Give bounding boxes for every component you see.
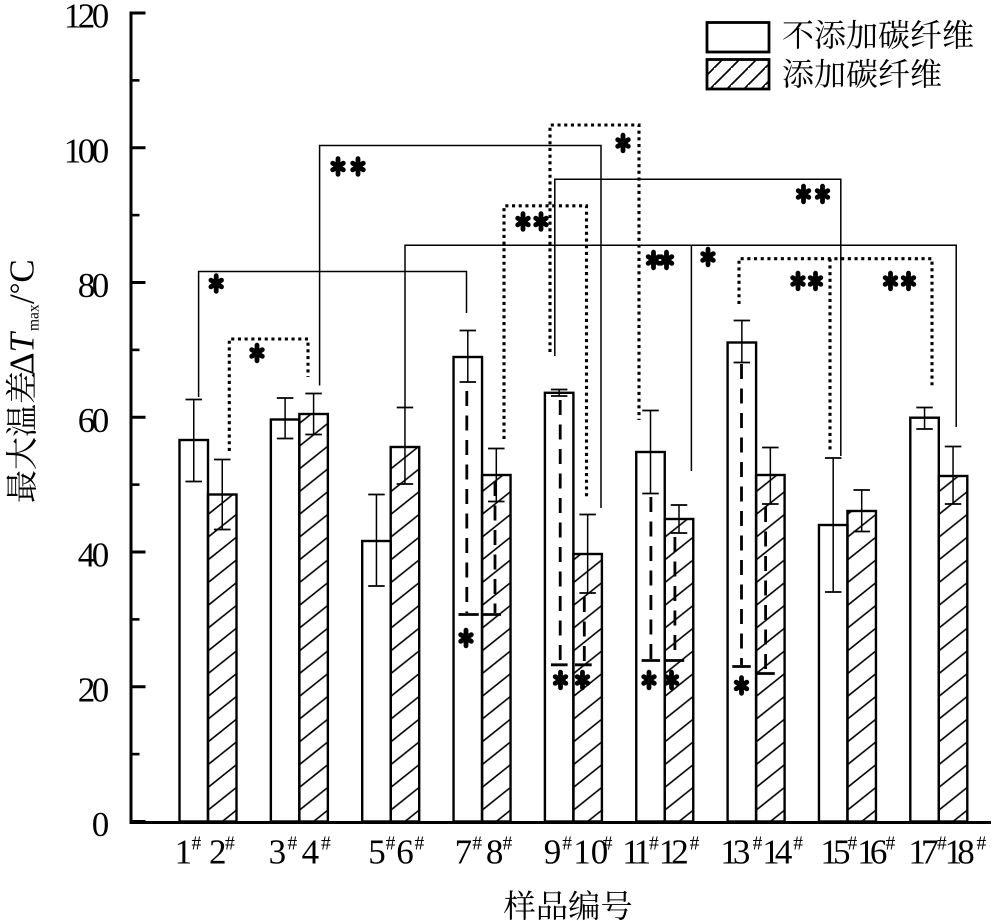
svg-text:6: 6 — [396, 833, 414, 872]
svg-text:18: 18 — [945, 833, 975, 872]
svg-text:9: 9 — [544, 833, 562, 872]
svg-text:5: 5 — [368, 833, 386, 872]
svg-text:ΔT: ΔT — [3, 330, 42, 375]
svg-text:#: # — [937, 834, 947, 855]
svg-text:120: 120 — [64, 0, 109, 36]
svg-text:#: # — [848, 834, 858, 855]
svg-text:#: # — [472, 834, 482, 855]
svg-text:#: # — [503, 834, 513, 855]
svg-text:#: # — [386, 834, 396, 855]
svg-text:4: 4 — [302, 833, 320, 872]
svg-text:#: # — [753, 834, 763, 855]
svg-text:/°C: /°C — [3, 259, 42, 304]
svg-text:8: 8 — [486, 833, 504, 872]
svg-text:11: 11 — [622, 833, 649, 872]
svg-text:7: 7 — [455, 833, 473, 872]
svg-text:1: 1 — [175, 833, 193, 872]
svg-text:80: 80 — [78, 266, 109, 305]
svg-text:13: 13 — [720, 833, 750, 872]
svg-text:#: # — [977, 834, 987, 855]
svg-text:14: 14 — [762, 833, 792, 872]
svg-text:20: 20 — [78, 670, 109, 709]
svg-text:#: # — [886, 834, 896, 855]
svg-text:#: # — [321, 834, 331, 855]
svg-text:#: # — [649, 834, 659, 855]
svg-text:#: # — [562, 834, 572, 855]
svg-text:17: 17 — [908, 833, 938, 872]
svg-text:3: 3 — [269, 833, 287, 872]
svg-text:15: 15 — [820, 833, 850, 872]
svg-text:#: # — [415, 834, 425, 855]
svg-text:16: 16 — [857, 833, 887, 872]
svg-text:#: # — [793, 834, 803, 855]
svg-text:#: # — [690, 834, 700, 855]
svg-text:2: 2 — [209, 833, 227, 872]
svg-text:#: # — [288, 834, 298, 855]
svg-text:100: 100 — [64, 131, 109, 170]
svg-text:10: 10 — [573, 833, 608, 872]
svg-text:60: 60 — [78, 401, 109, 440]
svg-text:#: # — [603, 834, 613, 855]
svg-text:12: 12 — [659, 833, 688, 872]
svg-text:#: # — [225, 834, 235, 855]
svg-text:max: max — [26, 304, 43, 331]
svg-text:40: 40 — [78, 536, 109, 575]
svg-text:#: # — [192, 834, 202, 855]
